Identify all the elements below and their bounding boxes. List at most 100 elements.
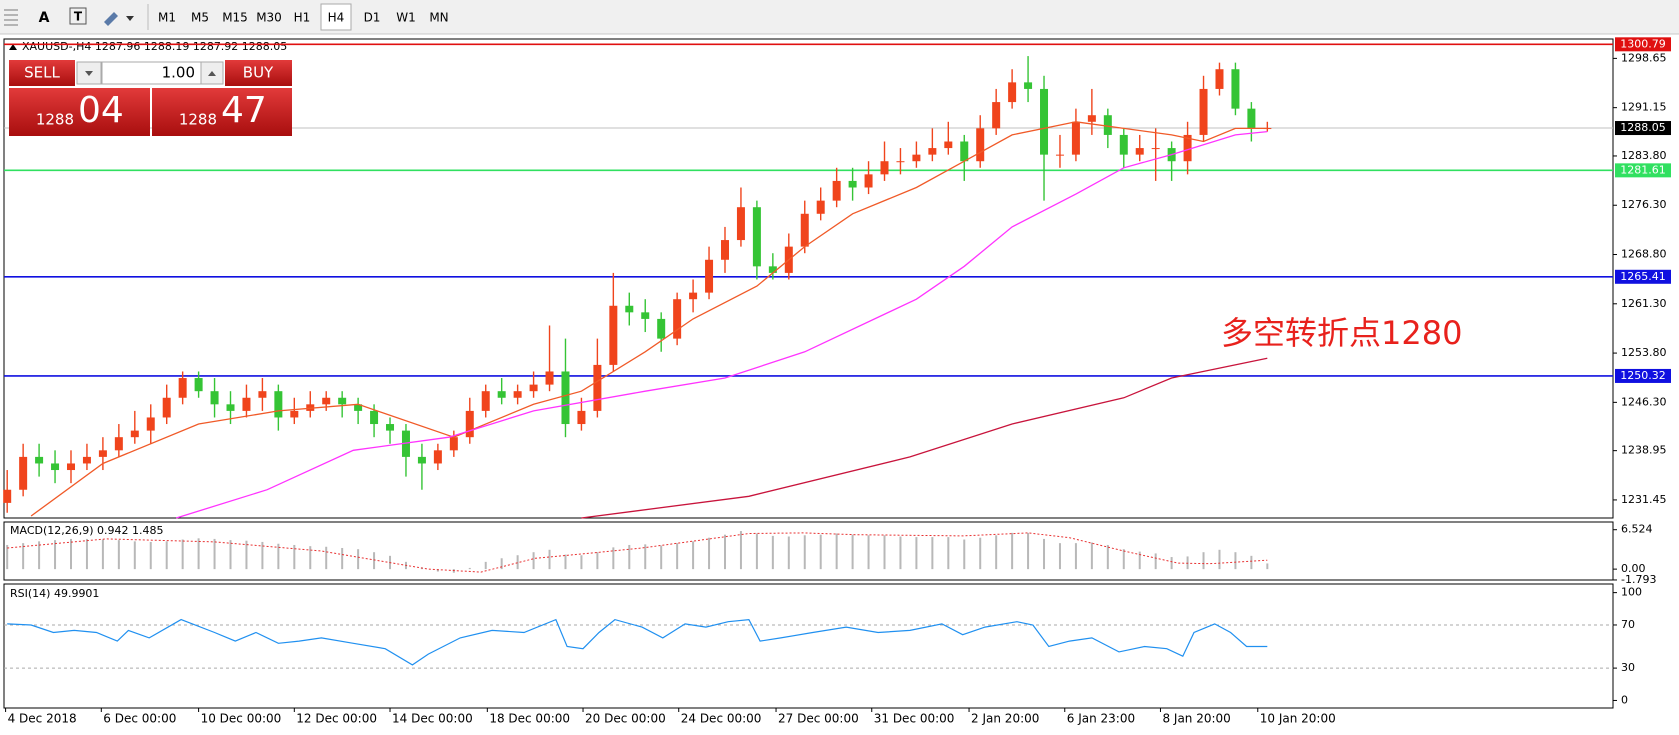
candle-body	[928, 148, 937, 155]
macd-bar	[596, 552, 599, 570]
trade-panel: SELL 1.00 BUY 1288 04 1288 47	[9, 60, 292, 136]
text-tool-box	[69, 7, 87, 25]
candle-body	[912, 154, 921, 162]
candle-body	[1215, 69, 1224, 89]
buy-price-box[interactable]	[152, 88, 292, 136]
macd-bar	[500, 558, 503, 570]
macd-bar	[532, 552, 535, 570]
timeframe-button[interactable]: M1	[158, 11, 176, 25]
macd-bar	[6, 544, 9, 570]
candle-body	[944, 141, 953, 149]
macd-bar	[755, 533, 758, 570]
candle-body	[1087, 115, 1096, 122]
candle-body	[641, 312, 650, 319]
timeframe-button[interactable]: D1	[364, 11, 381, 25]
macd-bar	[564, 554, 567, 570]
candle-body	[880, 161, 889, 175]
text-tool[interactable]: T	[74, 10, 83, 24]
candle-body	[178, 378, 187, 398]
timeframe-button[interactable]: MN	[429, 11, 448, 25]
candle-body	[1103, 115, 1112, 135]
candle-body	[51, 463, 60, 471]
macd-bar	[1043, 538, 1046, 570]
buy-label[interactable]: BUY	[243, 64, 274, 82]
candle-body	[242, 397, 251, 411]
candle-body	[1263, 128, 1272, 130]
lot-value[interactable]: 1.00	[162, 64, 195, 82]
candle-body	[513, 391, 522, 398]
macd-bar	[787, 536, 790, 570]
buy-button[interactable]	[225, 60, 292, 86]
macd-bar	[708, 537, 711, 570]
macd-bar	[85, 538, 88, 570]
candle-body	[210, 391, 219, 405]
line-price-label-box	[1615, 269, 1671, 284]
candle-body	[689, 292, 698, 300]
panel-frame	[3, 521, 1614, 581]
y-tick-label: 1261.30	[1621, 297, 1667, 310]
x-tick-label: 10 Jan 20:00	[1260, 712, 1336, 726]
candle-body	[1247, 108, 1256, 129]
timeframe-button[interactable]: M5	[191, 11, 209, 25]
candle-body	[896, 161, 905, 163]
moving-average	[176, 130, 1268, 519]
macd-bar	[1154, 553, 1157, 570]
macd-bar	[213, 538, 216, 570]
timeframe-button[interactable]: H4	[328, 11, 345, 25]
sell-button[interactable]	[9, 60, 75, 86]
candle-body	[848, 180, 857, 188]
x-tick-label: 31 Dec 00:00	[874, 712, 955, 726]
candle-body	[98, 450, 107, 457]
grid-icon[interactable]	[4, 9, 18, 26]
x-tick-label: 12 Dec 00:00	[296, 712, 377, 726]
candle-body	[386, 424, 395, 431]
candle-body	[1040, 88, 1049, 155]
sell-label[interactable]: SELL	[24, 64, 60, 82]
line-price-label: 1300.79	[1620, 37, 1666, 50]
candle-body	[1055, 154, 1064, 156]
chart-title: XAUUSD-,H4 1287.96 1288.19 1287.92 1288.…	[22, 40, 287, 53]
macd-bar	[165, 541, 168, 570]
timeframe-button[interactable]: W1	[396, 11, 416, 25]
sell-price-box[interactable]	[9, 88, 150, 136]
macd-bar	[1138, 551, 1141, 570]
candle-body	[417, 456, 426, 464]
candle-body	[864, 174, 873, 188]
x-tick-label: 6 Jan 23:00	[1067, 712, 1135, 726]
candle-body	[1135, 148, 1144, 155]
line-price-label-box	[1615, 368, 1671, 383]
macd-bar	[851, 534, 854, 570]
candle-body	[657, 318, 666, 339]
draw-tool[interactable]	[104, 12, 118, 26]
candle-body	[258, 391, 267, 398]
macd-bar	[867, 535, 870, 570]
macd-bar	[580, 555, 583, 570]
macd-bar	[947, 537, 950, 570]
buy-price-small: 47	[221, 90, 267, 131]
timeframe-button[interactable]: H1	[294, 11, 311, 25]
timeframe-button[interactable]: M30	[256, 11, 282, 25]
candle-body	[593, 364, 602, 411]
y-tick-label: 1268.80	[1621, 248, 1667, 261]
last-price-label-box	[1615, 121, 1671, 136]
macd-bar	[261, 541, 264, 570]
candle-body	[561, 371, 570, 425]
timeframe-button[interactable]: M15	[222, 11, 248, 25]
annotation: 多空转折点1280	[1221, 314, 1462, 352]
moving-average	[30, 121, 1268, 517]
draw-dropdown[interactable]	[126, 16, 134, 21]
macd-bar	[1170, 557, 1173, 570]
x-tick-label: 4 Dec 2018	[8, 712, 77, 726]
candle-body	[401, 430, 410, 457]
font-button[interactable]: A	[39, 10, 50, 26]
candle-body	[625, 305, 634, 313]
macd-bar	[133, 541, 136, 570]
macd-bar	[676, 543, 679, 570]
candle-body	[1008, 82, 1017, 103]
y-tick-label: 1298.65	[1621, 51, 1667, 64]
candle-body	[322, 397, 331, 405]
candle-body	[736, 207, 745, 241]
candle-body	[433, 450, 442, 464]
macd-bar	[628, 544, 631, 570]
candle-body	[226, 404, 235, 411]
